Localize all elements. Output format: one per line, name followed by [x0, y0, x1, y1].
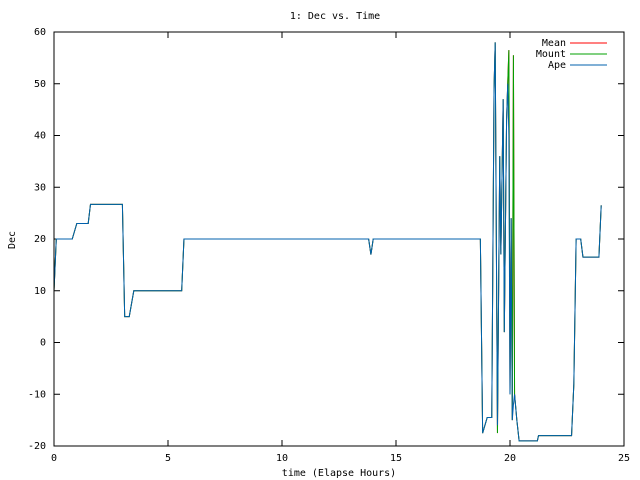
- legend-label: Mount: [536, 49, 566, 60]
- y-tick-label: 0: [40, 338, 46, 349]
- y-tick-label: 50: [34, 79, 46, 90]
- x-tick-label: 25: [618, 453, 630, 464]
- plot-border: [53, 31, 625, 447]
- x-tick-label: 0: [51, 453, 57, 464]
- y-tick-label: -20: [28, 441, 46, 452]
- x-tick-label: 5: [165, 453, 171, 464]
- legend-label: Ape: [548, 60, 566, 71]
- chart-title: 1: Dec vs. Time: [290, 11, 380, 22]
- y-axis-label: Dec: [7, 231, 18, 249]
- x-tick-label: 20: [504, 453, 516, 464]
- y-tick-label: 60: [34, 27, 46, 38]
- x-tick-label: 10: [276, 453, 288, 464]
- y-tick-label: 40: [34, 131, 46, 142]
- y-tick-label: 20: [34, 234, 46, 245]
- x-axis-label: time (Elapse Hours): [282, 468, 396, 479]
- y-tick-label: 10: [34, 286, 46, 297]
- series-line: [53, 42, 602, 442]
- y-tick-label: 30: [34, 182, 46, 193]
- x-tick-label: 15: [390, 453, 402, 464]
- legend-label: Mean: [542, 38, 566, 49]
- y-tick-label: -10: [28, 389, 46, 400]
